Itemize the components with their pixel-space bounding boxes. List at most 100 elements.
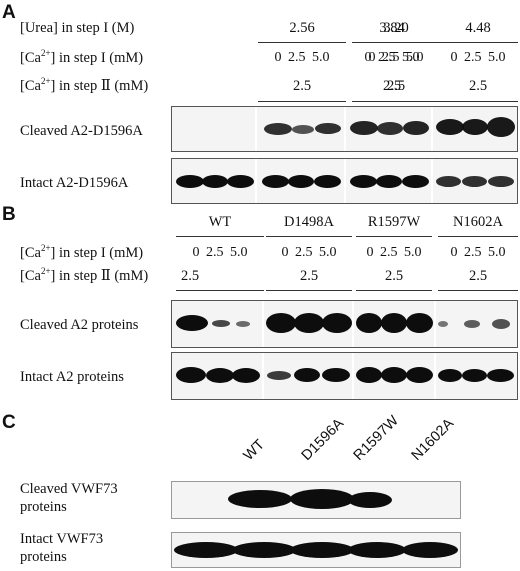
ca-step2-sup: 2+ [40, 266, 51, 276]
ca-step1-row-label: [Ca2+] in step I (mM) [20, 48, 143, 67]
lane-label-r1597w: R1597W [350, 412, 402, 464]
group-underline [266, 290, 352, 291]
blot-band [315, 123, 341, 134]
panel-a-letter: A [2, 2, 16, 23]
blot-band [406, 367, 433, 383]
blot-band [290, 489, 354, 509]
blot-band [487, 369, 514, 382]
blot-band [377, 122, 403, 135]
blot-band [176, 175, 204, 188]
group-underline [258, 101, 346, 102]
blot-b-intact-label: Intact A2 proteins [20, 369, 124, 385]
ca-step1-values: 0 2.5 5.0 [450, 50, 506, 65]
b-group-d1498a: D1498A 0 2.5 5.0 2.5 [266, 214, 352, 292]
blot-band [402, 175, 429, 188]
b-ca-step1-row-label: [Ca2+] in step I (mM) [20, 243, 144, 262]
urea-row-label: [Urea] in step I (M) [20, 20, 135, 36]
group-underline [266, 236, 352, 237]
group-underline [356, 236, 432, 237]
ca-step2-value: 2.5 [292, 78, 312, 94]
group-underline [438, 290, 518, 291]
blot-separator [352, 353, 354, 399]
blot-separator [255, 107, 257, 151]
protein-header: R1597W [367, 214, 421, 230]
group-underline [354, 101, 430, 102]
blot-band [438, 369, 462, 382]
ca-step2-value: 2.5 [180, 268, 200, 284]
group-underline [356, 290, 432, 291]
blot-c-cleaved-label-line2: proteins [20, 499, 67, 515]
ca-step1-sup: 2+ [40, 243, 51, 253]
blot-band [176, 315, 208, 331]
blot-band [294, 313, 324, 333]
blot-band [212, 320, 230, 327]
blot-separator [434, 301, 436, 347]
blot-band [294, 368, 320, 382]
group-underline [438, 101, 518, 102]
ca-step1-values: 0 2.5 5.0 [192, 245, 248, 260]
blot-band [232, 542, 296, 558]
blot-band [356, 367, 382, 383]
ca-step2-prefix: [Ca [20, 268, 41, 284]
blot-band [436, 119, 464, 135]
lane-label-wt: WT [240, 436, 268, 464]
ca-step2-value: 2.5 [468, 78, 488, 94]
ca-step1-values: 0 2.5 5.0 [450, 245, 506, 260]
blot-separator [344, 159, 346, 203]
urea-value: 3.84 [379, 20, 405, 36]
blot-band [376, 175, 402, 188]
blot-band [462, 176, 487, 187]
blot-band [292, 125, 314, 134]
blot-c-intact-label: Intact VWF73 proteins [20, 530, 103, 566]
blot-c-cleaved [171, 481, 461, 519]
blot-band [462, 119, 488, 135]
blot-separator [434, 353, 436, 399]
blot-a-cleaved-label: Cleaved A2-D1596A [20, 123, 143, 139]
blot-band [348, 492, 392, 508]
blot-band [381, 367, 407, 383]
b-ca-step2-row-label: [Ca2+] in step Ⅱ (mM) [20, 266, 149, 285]
blot-band [436, 176, 461, 187]
ca-step2-value: 2.5 [299, 268, 319, 284]
urea-group-1: 2.56 0 2.5 5.0 2.5 [258, 20, 346, 104]
ca-step2-value: 2.5 [384, 268, 404, 284]
blot-separator [255, 159, 257, 203]
ca-step1-sup: 2+ [40, 48, 51, 58]
urea-value: 3.20 [383, 20, 409, 36]
blot-b-cleaved [171, 300, 518, 348]
ca-step1-suffix: ] in step I (mM) [50, 245, 144, 261]
blot-band [402, 542, 458, 558]
urea-group-4: 4.48 0 2.5 5.0 2.5 [438, 20, 518, 104]
blot-band [174, 542, 238, 558]
blot-separator [262, 301, 264, 347]
urea-value: 4.48 [465, 20, 491, 36]
ca-step2-value: 2.5 [386, 78, 406, 94]
b-group-n1602a: N1602A 0 2.5 5.0 2.5 [438, 214, 518, 292]
group-underline [354, 42, 430, 43]
group-underline [176, 290, 264, 291]
blot-band [488, 176, 514, 187]
blot-b-cleaved-label: Cleaved A2 proteins [20, 317, 139, 333]
lane-label-n1602a: N1602A [408, 415, 458, 464]
ca-step1-prefix: [Ca [20, 245, 41, 261]
group-underline [258, 42, 346, 43]
ca-step2-value: 2.5 [382, 78, 402, 94]
blot-band [314, 175, 341, 188]
ca-step1-values: 0 2.5 5.0 [281, 245, 337, 260]
blot-band [462, 369, 487, 382]
ca-step1-values: 0 2.5 5.0 [366, 245, 422, 260]
ca-step2-row-label: [Ca2+] in step Ⅱ (mM) [20, 76, 149, 95]
ca-step2-suffix: ] in step Ⅱ (mM) [50, 78, 149, 94]
blot-c-cleaved-label: Cleaved VWF73 proteins [20, 480, 118, 516]
blot-a-intact [171, 158, 518, 204]
ca-step2-suffix: ] in step Ⅱ (mM) [50, 268, 149, 284]
protein-header: N1602A [453, 214, 503, 230]
blot-c-cleaved-label-line1: Cleaved VWF73 [20, 481, 118, 497]
ca-step2-value: 2.5 [468, 268, 488, 284]
blot-band [267, 371, 291, 380]
blot-band [262, 175, 289, 188]
blot-band [487, 117, 515, 137]
blot-band [356, 313, 382, 333]
blot-c-intact-label-line1: Intact VWF73 [20, 531, 104, 547]
blot-band [322, 313, 352, 333]
